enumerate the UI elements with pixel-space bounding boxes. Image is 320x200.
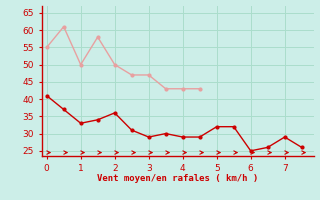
- X-axis label: Vent moyen/en rafales ( km/h ): Vent moyen/en rafales ( km/h ): [97, 174, 258, 183]
